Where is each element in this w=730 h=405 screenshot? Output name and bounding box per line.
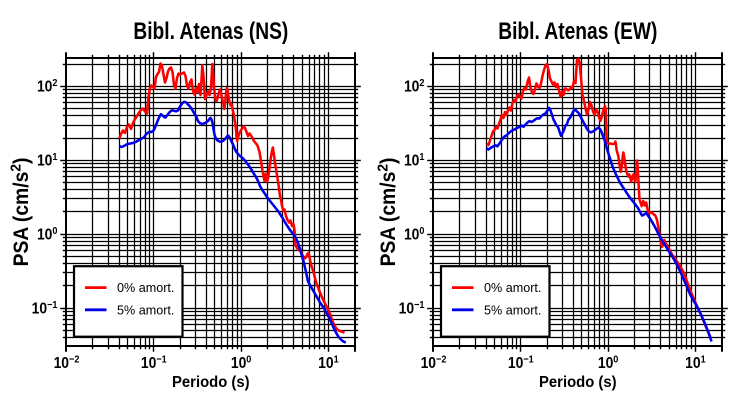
svg-text:PSA (cm/s2): PSA (cm/s2) [8, 158, 33, 267]
svg-text:0% amort.: 0% amort. [117, 281, 174, 295]
svg-text:0% amort.: 0% amort. [484, 281, 541, 295]
svg-text:Bibl. Atenas (EW): Bibl. Atenas (EW) [498, 17, 657, 45]
svg-text:5% amort.: 5% amort. [117, 303, 174, 317]
svg-text:Periodo (s): Periodo (s) [539, 374, 617, 392]
svg-text:PSA (cm/s2): PSA (cm/s2) [375, 158, 400, 267]
svg-text:Periodo (s): Periodo (s) [172, 374, 250, 392]
svg-text:Bibl. Atenas (NS): Bibl. Atenas (NS) [133, 17, 288, 45]
svg-text:5% amort.: 5% amort. [484, 303, 541, 317]
